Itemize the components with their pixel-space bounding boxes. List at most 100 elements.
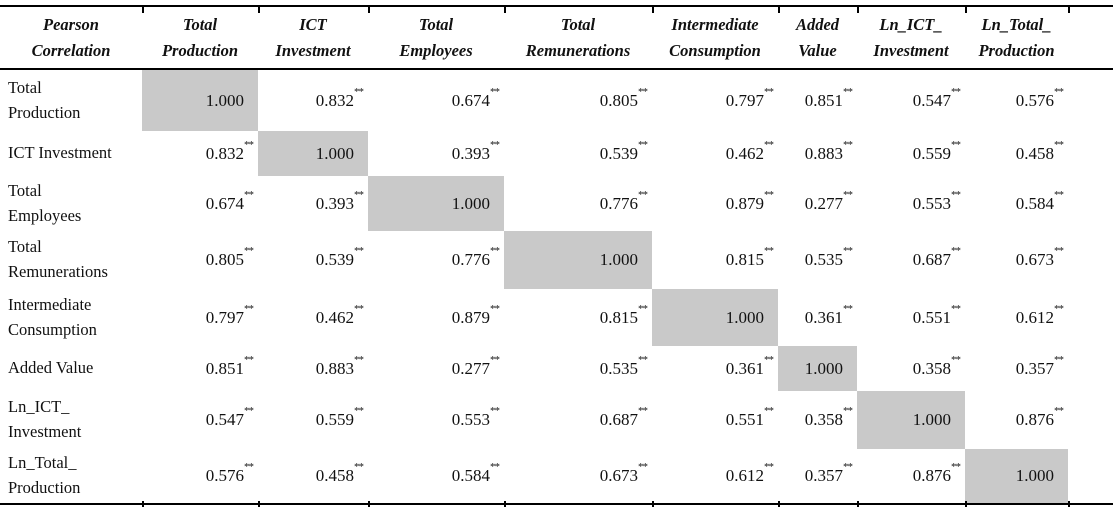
correlation-cell: 0.674 ** [451, 85, 500, 110]
spacer-cell [1068, 176, 1113, 231]
column-header: Total Remunerations [525, 14, 631, 60]
significance-marker: ** [354, 85, 364, 98]
table-row: ICT Investment 0.832 ** 1.000 0.393 ** 0.539 **… [0, 131, 1113, 176]
diagonal-correlation-cell: 1.000 [965, 449, 1068, 504]
significance-marker: ** [843, 461, 853, 473]
significance-marker: ** [1054, 245, 1064, 257]
column-boundary-tick [965, 7, 967, 13]
table-row: Total Production 1.000 0.832 ** 0.674 ** 0.805… [0, 69, 1113, 131]
pearson-correlation-table: Pearson Correlation Total Production ICT… [0, 5, 1113, 505]
significance-marker: ** [843, 245, 853, 257]
spacer-cell [1068, 231, 1113, 289]
row-label: Total Employees [8, 180, 82, 225]
column-boundary-tick [258, 501, 260, 507]
correlation-cell: 0.576 ** [205, 461, 254, 485]
significance-marker: ** [764, 353, 774, 366]
significance-marker: ** [843, 85, 853, 98]
significance-marker: ** [951, 138, 961, 151]
significance-marker: ** [244, 245, 254, 257]
column-boundary-tick [504, 7, 506, 13]
correlation-cell: 0.361 ** [725, 353, 774, 378]
significance-marker: ** [1054, 405, 1064, 417]
significance-marker: ** [354, 188, 364, 201]
correlation-cell: 0.277 ** [804, 188, 853, 213]
row-label: Intermediate Consumption [8, 294, 97, 339]
row-label: ICT Investment [8, 143, 112, 163]
correlation-cell: 0.797 ** [205, 302, 254, 327]
table-row: Intermediate Consumption 0.797 ** 0.462 ** 0.… [0, 289, 1113, 346]
correlation-cell: 0.277 ** [451, 353, 500, 378]
correlation-cell: 0.358 ** [912, 353, 961, 378]
correlation-cell: 0.876 ** [912, 461, 961, 485]
significance-marker: ** [244, 302, 254, 315]
significance-marker: ** [244, 353, 254, 366]
spacer-cell [1068, 289, 1113, 346]
correlation-cell: 0.462 ** [725, 138, 774, 163]
significance-marker: ** [638, 188, 648, 201]
correlation-cell: 0.458 ** [315, 461, 364, 485]
significance-marker: ** [764, 138, 774, 151]
significance-marker: ** [244, 138, 254, 151]
correlation-cell: 0.776 ** [599, 188, 648, 213]
significance-marker: ** [1054, 85, 1064, 98]
correlation-table-body: Total Production 1.000 0.832 ** 0.674 ** 0.805… [0, 69, 1113, 504]
correlation-cell: 0.361 ** [804, 302, 853, 327]
significance-marker: ** [490, 405, 500, 417]
column-boundary-tick [258, 7, 260, 13]
spacer-cell [1068, 346, 1113, 391]
significance-marker: ** [638, 138, 648, 151]
correlation-cell: 0.879 ** [725, 188, 774, 213]
spacer-cell [1068, 449, 1113, 504]
column-header: Total Employees [399, 14, 473, 60]
row-label: Ln_ICT_ Investment [8, 397, 82, 441]
diagonal-correlation-cell: 1.000 [142, 69, 258, 131]
correlation-cell: 0.832 ** [205, 138, 254, 163]
column-boundary-tick [857, 7, 859, 13]
significance-marker: ** [490, 138, 500, 151]
correlation-cell: 0.357 ** [1015, 353, 1064, 378]
column-boundary-tick [142, 501, 144, 507]
spacer-cell [1068, 131, 1113, 176]
column-boundary-tick [1068, 501, 1070, 507]
table-row: Ln_Total_ Production 0.576 ** 0.458 ** 0.584 *… [0, 449, 1113, 504]
column-boundary-tick [368, 7, 370, 13]
spacer-cell [1068, 391, 1113, 449]
significance-marker: ** [1054, 302, 1064, 315]
correlation-cell: 0.393 ** [451, 138, 500, 163]
significance-marker: ** [244, 405, 254, 417]
correlation-cell: 0.612 ** [1015, 302, 1064, 327]
significance-marker: ** [354, 245, 364, 257]
significance-marker: ** [354, 353, 364, 366]
significance-marker: ** [843, 302, 853, 315]
correlation-cell: 0.535 ** [804, 245, 853, 269]
diagonal-correlation-cell: 1.000 [857, 391, 965, 449]
significance-marker: ** [490, 85, 500, 98]
table-row: Ln_ICT_ Investment 0.547 ** 0.559 ** 0.553 ** 0… [0, 391, 1113, 449]
significance-marker: ** [951, 461, 961, 473]
significance-marker: ** [244, 461, 254, 473]
row-label: Added Value [8, 358, 94, 378]
correlation-cell: 0.539 ** [315, 245, 364, 269]
diagonal-correlation-cell: 1.000 [368, 176, 504, 231]
correlation-cell: 0.805 ** [205, 245, 254, 269]
column-boundary-tick [1068, 7, 1070, 13]
significance-marker: ** [638, 302, 648, 315]
significance-marker: ** [638, 405, 648, 417]
correlation-cell: 0.879 ** [451, 302, 500, 327]
column-boundary-tick [142, 7, 144, 13]
significance-marker: ** [764, 461, 774, 473]
significance-marker: ** [951, 245, 961, 257]
significance-marker: ** [490, 353, 500, 366]
header-spacer [1068, 6, 1113, 69]
correlation-cell: 0.547 ** [205, 405, 254, 429]
significance-marker: ** [490, 461, 500, 473]
correlation-cell: 0.805 ** [599, 85, 648, 110]
correlation-cell: 0.584 ** [1015, 188, 1064, 213]
column-boundary-tick [778, 7, 780, 13]
significance-marker: ** [1054, 138, 1064, 151]
column-header: Total Production [161, 14, 239, 60]
diagonal-correlation-cell: 1.000 [652, 289, 778, 346]
significance-marker: ** [843, 188, 853, 201]
column-header: Intermediate Consumption [669, 14, 761, 60]
